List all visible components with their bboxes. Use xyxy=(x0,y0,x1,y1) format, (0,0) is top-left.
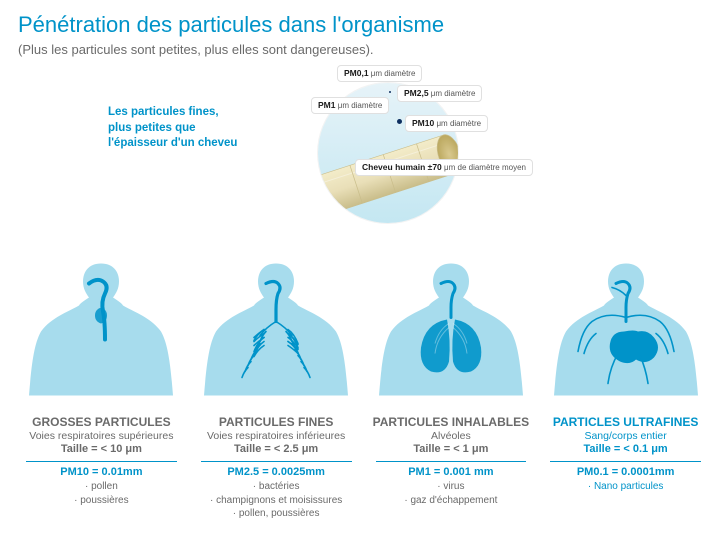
column-divider xyxy=(376,461,527,462)
example-item: Nano particules xyxy=(542,480,709,494)
body-silhouette-icon xyxy=(21,246,181,411)
column-sub: Voies respiratoires supérieures xyxy=(18,430,185,442)
hair-diagram: PM0,1 μm diamètrePM2,5 μm diamètrePM1 μm… xyxy=(303,65,473,235)
hero-caption: Les particules fines, plus petites que l… xyxy=(108,105,243,152)
size-label: PM0,1 μm diamètre xyxy=(337,65,422,82)
column-sub: Sang/corps entier xyxy=(542,430,709,442)
column-size: Taille = < 0.1 μm xyxy=(542,443,709,455)
column-divider xyxy=(26,461,177,462)
column-equiv: PM1 = 0.001 mm xyxy=(368,466,535,478)
example-item: pollen, poussières xyxy=(193,507,360,521)
size-label: PM2,5 μm diamètre xyxy=(397,85,482,102)
size-label: PM10 μm diamètre xyxy=(405,115,488,132)
particle-column: PARTICLES ULTRAFINES Sang/corps entier T… xyxy=(542,241,709,521)
example-item: poussières xyxy=(18,494,185,508)
size-label: Cheveu humain ±70 μm de diamètre moyen xyxy=(355,159,533,176)
example-item: champignons et moisissures xyxy=(193,494,360,508)
particle-column: PARTICULES FINES Voies respiratoires inf… xyxy=(193,241,360,521)
body-silhouette-icon xyxy=(371,246,531,411)
column-sub: Voies respiratoires inférieures xyxy=(193,430,360,442)
body-silhouette-icon xyxy=(196,246,356,411)
example-item: pollen xyxy=(18,480,185,494)
column-heading: GROSSES PARTICULES xyxy=(18,415,185,429)
body-silhouette-icon xyxy=(546,246,706,411)
page-title: Pénétration des particules dans l'organi… xyxy=(18,12,709,38)
particle-column: GROSSES PARTICULES Voies respiratoires s… xyxy=(18,241,185,521)
column-heading: PARTICLES ULTRAFINES xyxy=(542,415,709,429)
hero-hair-comparison: Les particules fines, plus petites que l… xyxy=(18,65,709,235)
column-size: Taille = < 1 μm xyxy=(368,443,535,455)
column-size: Taille = < 10 μm xyxy=(18,443,185,455)
page-subtitle: (Plus les particules sont petites, plus … xyxy=(18,42,709,57)
column-equiv: PM0.1 = 0.0001mm xyxy=(542,466,709,478)
example-item: bactéries xyxy=(193,480,360,494)
particle-dot xyxy=(397,119,402,124)
column-heading: PARTICULES FINES xyxy=(193,415,360,429)
column-equiv: PM2.5 = 0.0025mm xyxy=(193,466,360,478)
column-divider xyxy=(201,461,352,462)
column-size: Taille = < 2.5 μm xyxy=(193,443,360,455)
example-item: virus xyxy=(368,480,535,494)
particle-dot xyxy=(389,91,391,93)
particle-columns: GROSSES PARTICULES Voies respiratoires s… xyxy=(18,241,709,521)
column-equiv: PM10 = 0.01mm xyxy=(18,466,185,478)
column-heading: PARTICULES INHALABLES xyxy=(368,415,535,429)
size-label: PM1 μm diamètre xyxy=(311,97,389,114)
particle-column: PARTICULES INHALABLES Alvéoles Taille = … xyxy=(368,241,535,521)
column-divider xyxy=(550,461,701,462)
example-item: gaz d'échappement xyxy=(368,494,535,508)
column-sub: Alvéoles xyxy=(368,430,535,442)
